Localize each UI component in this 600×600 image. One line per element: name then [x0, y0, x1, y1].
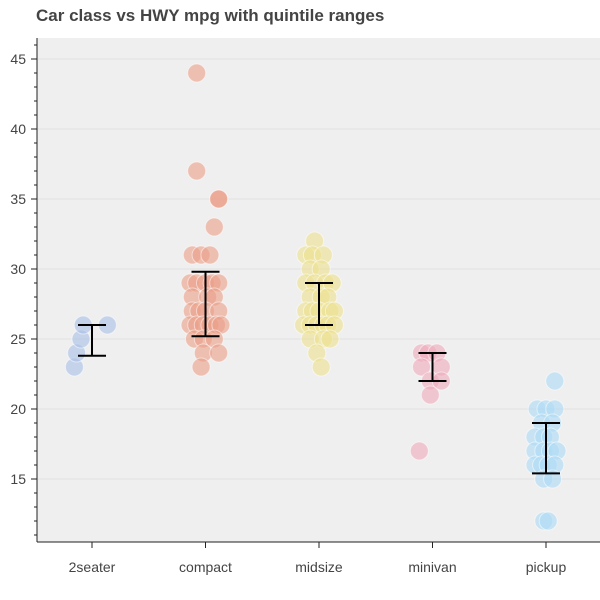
data-point-compact [187, 161, 207, 181]
data-point-midsize [311, 357, 331, 377]
chart-title: Car class vs HWY mpg with quintile range… [36, 6, 385, 25]
data-point-pickup [538, 511, 558, 531]
x-tick-label: pickup [526, 559, 567, 575]
data-point-minivan [412, 357, 431, 377]
data-point-pickup [543, 469, 563, 489]
x-tick-label: 2seater [69, 559, 116, 575]
gridlines [37, 58, 600, 480]
data-point-compact [187, 63, 207, 83]
data-point-compact [209, 189, 229, 209]
data-point-pickup [545, 371, 565, 391]
x-axis-ticks: 2seater compact midsize minivan pickup [69, 542, 567, 575]
data-point-compact [204, 217, 224, 237]
data-point-minivan [409, 441, 429, 461]
x-tick-label: minivan [408, 559, 456, 575]
quintile-ranges [78, 270, 560, 475]
data-point-midsize [320, 329, 340, 349]
data-point-compact [200, 245, 220, 265]
x-tick-label: compact [179, 559, 232, 575]
x-tick-label: midsize [295, 559, 343, 575]
y-tick-label: 20 [10, 401, 26, 417]
data-point-compact [191, 357, 211, 377]
data-point-minivan [420, 385, 440, 405]
y-axis-ticks: 15 20 25 30 35 40 45 [10, 44, 37, 536]
y-tick-label: 40 [10, 121, 26, 137]
y-tick-label: 30 [10, 261, 26, 277]
data-point-compact [209, 343, 229, 363]
y-tick-label: 15 [10, 471, 26, 487]
y-tick-label: 25 [10, 331, 26, 347]
y-tick-label: 45 [10, 51, 26, 67]
y-tick-label: 35 [10, 191, 26, 207]
